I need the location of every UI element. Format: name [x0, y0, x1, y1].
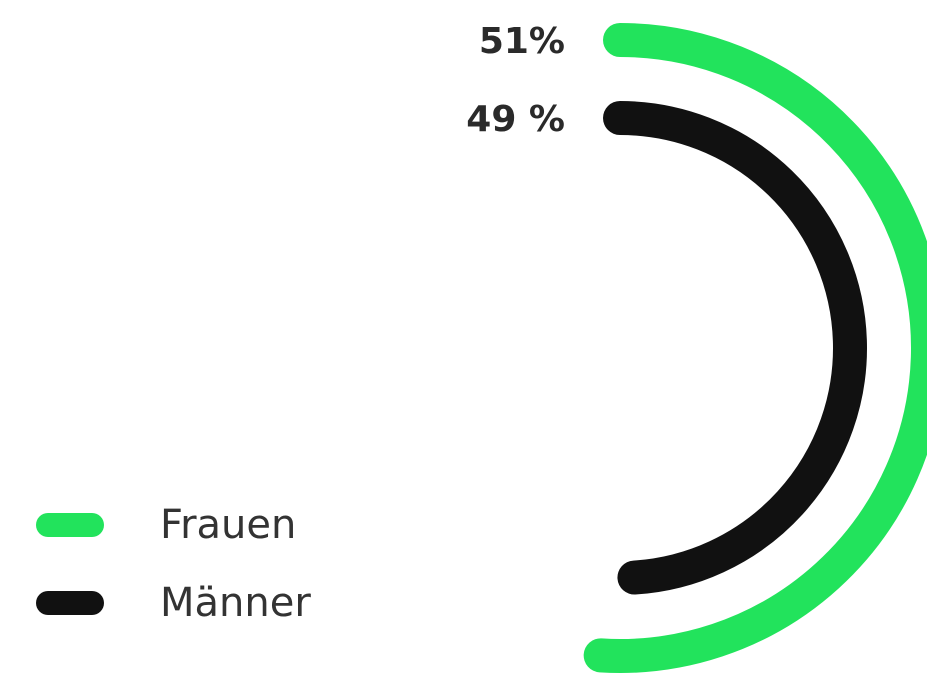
legend-label: Männer [160, 580, 311, 626]
radial-bar [583, 23, 927, 673]
value-label: 51% [479, 21, 565, 62]
value-label: 49 % [466, 99, 565, 140]
legend-label: Frauen [160, 502, 296, 548]
radial-bar [603, 101, 867, 595]
